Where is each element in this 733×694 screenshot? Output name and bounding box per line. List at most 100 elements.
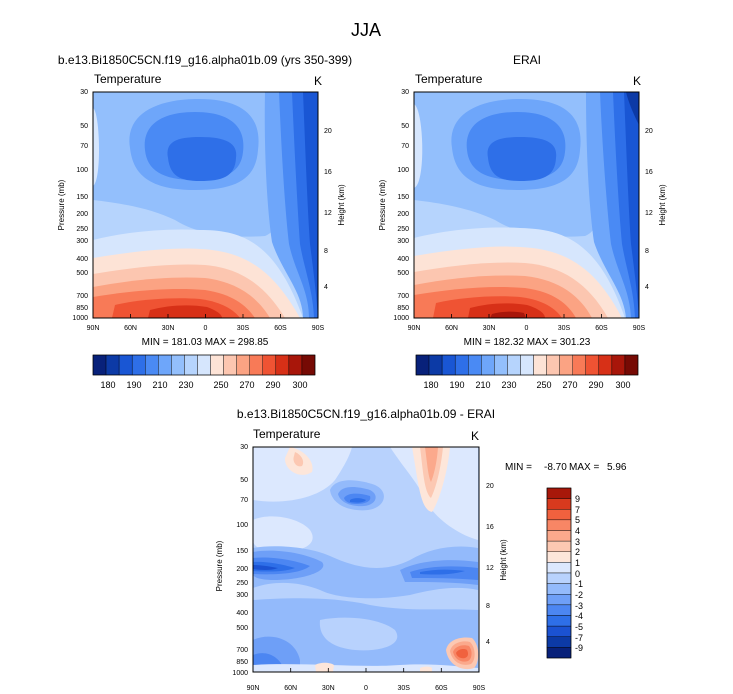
panel-model-left-label: Temperature bbox=[94, 72, 162, 86]
panel-model-colorbar: 180 190 210 230 250 270 290 300 bbox=[92, 354, 316, 390]
panel-model-xtick: 90S bbox=[312, 325, 325, 332]
panel-erai-yticks: 30 50 70 100 150 200 250 300 400 500 700… bbox=[393, 89, 409, 322]
panel-model-colorbar-label: 190 bbox=[126, 380, 141, 390]
panel-difference-title: b.e13.Bi1850C5CN.f19_g16.alpha01b.09 - E… bbox=[237, 407, 495, 421]
colorbar-cell bbox=[118, 354, 133, 376]
panel-model: b.e13.Bi1850C5CN.f19_g16.alpha01b.09 (yr… bbox=[57, 53, 352, 390]
panel-difference-colorbar-label: -5 bbox=[575, 622, 583, 632]
panel-difference-colorbar-label: 5 bbox=[575, 515, 580, 525]
panel-model-ytick: 500 bbox=[76, 270, 88, 277]
colorbar-cell bbox=[546, 562, 572, 574]
panel-model-ytick: 100 bbox=[76, 167, 88, 174]
panel-difference-ytick: 700 bbox=[236, 647, 248, 654]
panel-erai-colorbar-label: 190 bbox=[449, 380, 464, 390]
panel-difference-ytick: 100 bbox=[236, 522, 248, 529]
colorbar-cell bbox=[454, 354, 469, 376]
panel-erai-xtick: 60S bbox=[595, 325, 608, 332]
panel-erai-ytick: 50 bbox=[401, 123, 409, 130]
panel-difference-ytick: 400 bbox=[236, 610, 248, 617]
colorbar-cell bbox=[468, 354, 482, 376]
panel-difference-y2tick: 20 bbox=[486, 483, 494, 490]
panel-model-ytick: 70 bbox=[80, 143, 88, 150]
colorbar-cell bbox=[546, 572, 572, 584]
colorbar-cell bbox=[546, 636, 572, 648]
colorbar-cell bbox=[249, 354, 263, 376]
panel-difference-y2tick: 4 bbox=[486, 639, 490, 646]
panel-erai-units-label: K bbox=[633, 74, 641, 88]
panel-model-contour-field bbox=[93, 92, 318, 318]
panel-difference-xtick: 90N bbox=[247, 685, 260, 692]
panel-model-colorbar-label: 270 bbox=[239, 380, 254, 390]
panel-difference-colorbar-label: -3 bbox=[575, 601, 583, 611]
panel-erai-colorbar: 180 190 210 230 250 270 290 300 bbox=[415, 354, 639, 390]
colorbar-cell bbox=[585, 354, 600, 376]
panel-model-ytick: 700 bbox=[76, 293, 88, 300]
panel-model-ytick: 1000 bbox=[72, 315, 88, 322]
panel-model-xtick: 30N bbox=[162, 325, 175, 332]
colorbar-cell bbox=[546, 551, 572, 563]
panel-difference-yticks: 30 50 70 100 150 200 250 300 400 500 700… bbox=[232, 444, 248, 677]
panel-difference-ytick: 200 bbox=[236, 566, 248, 573]
panel-difference-colorbar-label: -9 bbox=[575, 643, 583, 653]
colorbar-cell bbox=[546, 530, 572, 542]
panel-model-y2label: Height (km) bbox=[337, 184, 346, 226]
panel-difference-max-label: MAX = bbox=[569, 462, 599, 473]
colorbar-cell bbox=[494, 354, 508, 376]
panel-difference-ytick: 250 bbox=[236, 580, 248, 587]
panel-model-ytick: 850 bbox=[76, 305, 88, 312]
panel-erai-ytick: 200 bbox=[397, 211, 409, 218]
panel-difference-colorbar-label: -4 bbox=[575, 611, 583, 621]
panel-model-colorbar-label: 250 bbox=[213, 380, 228, 390]
panel-difference-colorbar-label: 0 bbox=[575, 569, 580, 579]
panel-erai-xtick: 90S bbox=[633, 325, 646, 332]
colorbar-cell bbox=[428, 354, 443, 376]
panel-erai-colorbar-label: 250 bbox=[536, 380, 551, 390]
colorbar-cell bbox=[546, 604, 572, 616]
panel-difference-ytick: 50 bbox=[240, 477, 248, 484]
panel-erai-y2tick: 20 bbox=[645, 128, 653, 135]
panel-model-colorbar-label: 300 bbox=[292, 380, 307, 390]
panel-erai-ytick: 150 bbox=[397, 194, 409, 201]
panel-difference-max-value: 5.96 bbox=[607, 462, 627, 473]
panel-difference-ytick: 70 bbox=[240, 497, 248, 504]
panel-erai-colorbar-label: 290 bbox=[588, 380, 603, 390]
panel-model-ytick: 30 bbox=[80, 89, 88, 96]
colorbar-cell bbox=[415, 354, 430, 376]
colorbar-cell bbox=[236, 354, 250, 376]
panel-erai-colorbar-label: 270 bbox=[562, 380, 577, 390]
panel-erai-xtick: 90N bbox=[408, 325, 421, 332]
colorbar-cell bbox=[197, 354, 211, 376]
panel-difference-y2tick: 16 bbox=[486, 524, 494, 531]
panel-difference-colorbar-label: 7 bbox=[575, 505, 580, 515]
figure-title: JJA bbox=[351, 20, 381, 40]
panel-erai-ylabel: Pressure (mb) bbox=[378, 179, 387, 230]
panel-erai-y2tick: 12 bbox=[645, 210, 653, 217]
colorbar-cell bbox=[92, 354, 107, 376]
panel-model-ylabel: Pressure (mb) bbox=[57, 179, 66, 230]
panel-difference-xticks: 90N 60N 30N 0 30S 60S 90S bbox=[247, 668, 486, 692]
panel-difference-ytick: 150 bbox=[236, 548, 248, 555]
colorbar-cell bbox=[288, 354, 303, 376]
panel-model-y2tick: 8 bbox=[324, 248, 328, 255]
colorbar-cell bbox=[546, 509, 572, 521]
colorbar-cell bbox=[441, 354, 456, 376]
panel-difference-colorbar-label: 9 bbox=[575, 494, 580, 504]
panel-model-colorbar-label: 180 bbox=[100, 380, 115, 390]
panel-difference-colorbar-label: 3 bbox=[575, 537, 580, 547]
panel-difference-contour-field bbox=[253, 447, 479, 672]
panel-difference-y2tick: 8 bbox=[486, 603, 490, 610]
panel-model-xtick: 90N bbox=[87, 325, 100, 332]
panel-model-colorbar-label: 230 bbox=[178, 380, 193, 390]
panel-erai-ytick: 1000 bbox=[393, 315, 409, 322]
colorbar-cell bbox=[546, 594, 572, 606]
panel-erai-xticks: 90N 60N 30N 0 30S 60S 90S bbox=[408, 314, 646, 332]
panel-model-xtick: 60S bbox=[274, 325, 287, 332]
panel-model-title: b.e13.Bi1850C5CN.f19_g16.alpha01b.09 (yr… bbox=[58, 53, 352, 67]
colorbar-cell bbox=[546, 540, 572, 552]
colorbar-cell bbox=[158, 354, 172, 376]
panel-erai-ytick: 300 bbox=[397, 238, 409, 245]
panel-erai-left-label: Temperature bbox=[415, 72, 483, 86]
panel-erai-title: ERAI bbox=[513, 53, 541, 67]
panel-difference-ytick: 30 bbox=[240, 444, 248, 451]
panel-erai-ytick: 850 bbox=[397, 305, 409, 312]
